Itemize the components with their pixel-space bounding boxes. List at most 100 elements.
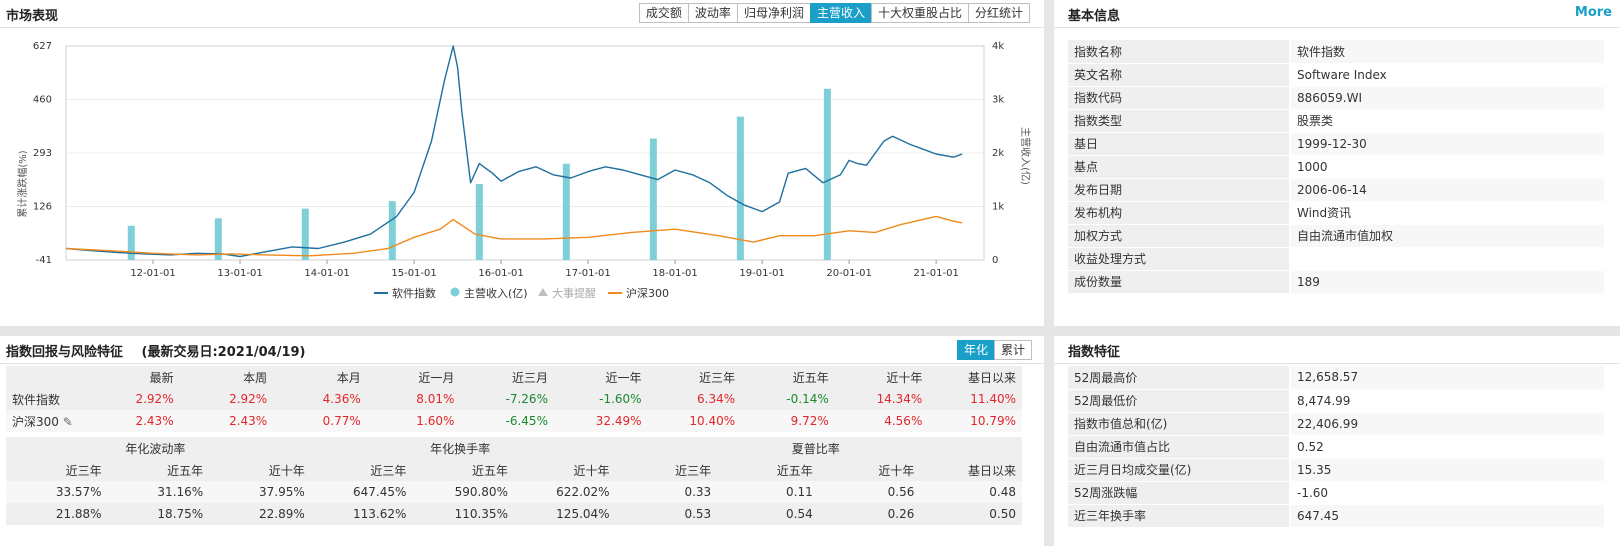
features-panel: 指数特征 52周最高价 12,658.57 52周最低价 8,474.99 指数市值总和…: [1054, 336, 1620, 546]
risk-subheader-row: 近三年 近五年 近十年 近三年 近五年 近十年 近三年 近五年 近十年 基日以来: [6, 459, 1022, 481]
returns-row-name: 软件指数: [6, 388, 86, 410]
y-left-tick-label: 293: [33, 148, 52, 159]
risk-value: 31.16%: [157, 485, 204, 499]
returns-table: 最新 本周 本月 近一月 近三月 近一年 近三年 近五年 近十年 基日以来 软件指数 2.92% 2.9…: [6, 366, 1022, 432]
edit-icon[interactable]: ✎: [58, 414, 73, 429]
chart-gridlines: [66, 45, 984, 261]
period-header: 近五年: [792, 370, 829, 385]
risk-period-header: 近五年: [167, 463, 204, 478]
tab-cumulative[interactable]: 累计: [993, 340, 1032, 360]
risk-value: 0.53: [684, 507, 712, 521]
hs300-line[interactable]: [65, 215, 963, 257]
info-value: [1290, 247, 1604, 271]
y-right-tick-label: 3k: [992, 95, 1004, 106]
return-value: -0.14%: [786, 392, 829, 406]
info-key: 近三月日均成交量(亿): [1068, 458, 1291, 482]
tab-net-profit[interactable]: 归母净利润: [736, 3, 811, 23]
info-key: 基点: [1068, 155, 1291, 179]
more-link[interactable]: More: [1574, 5, 1612, 20]
tab-volatility[interactable]: 波动率: [687, 3, 738, 23]
info-row: 收益处理方式: [1068, 247, 1604, 271]
triangle-icon: [538, 288, 548, 296]
legend-events[interactable]: 大事提醒: [538, 286, 596, 300]
revenue-bar[interactable]: [301, 208, 309, 260]
info-value: 1999-12-30: [1290, 132, 1604, 156]
risk-period-header: 近十年: [878, 463, 915, 478]
info-key: 自由流通市值占比: [1068, 435, 1291, 459]
return-value: 14.34%: [876, 392, 923, 406]
info-row: 自由流通市值占比 0.52: [1068, 435, 1604, 459]
x-tick-label: 18-01-01: [652, 268, 697, 279]
info-row: 指数代码 886059.WI: [1068, 86, 1604, 110]
y-left-tick-label: 126: [33, 202, 52, 213]
info-value: 股票类: [1290, 109, 1604, 133]
legend-revenue[interactable]: 主营收入(亿): [450, 286, 528, 300]
revenue-bar[interactable]: [562, 163, 570, 260]
info-value: Wind资讯: [1290, 201, 1604, 225]
features-title: 指数特征: [1068, 345, 1121, 360]
right-axis-labels: 4k 3k 2k 1k 0: [992, 41, 1004, 266]
info-row: 52周最高价 12,658.57: [1068, 366, 1604, 390]
info-key: 基日: [1068, 132, 1291, 156]
risk-value: 21.88%: [55, 507, 102, 521]
legend-software[interactable]: 软件指数: [374, 286, 436, 300]
info-value: 15.35: [1290, 458, 1604, 482]
tab-dividend-stats[interactable]: 分红统计: [967, 3, 1030, 23]
info-row: 成份数量 189: [1068, 270, 1604, 294]
returns-panel: 指数回报与风险特征 (最新交易日:2021/04/19) 年化 累计 最新 本周 本…: [0, 336, 1044, 546]
info-key: 发布机构: [1068, 201, 1291, 225]
software-index-line[interactable]: [65, 45, 963, 258]
info-row: 基点 1000: [1068, 155, 1604, 179]
risk-value: 22.89%: [259, 507, 305, 521]
risk-value: 0.33: [684, 485, 712, 499]
revenue-bar[interactable]: [649, 138, 657, 260]
title-divider: [0, 27, 1044, 28]
risk-value: 0.48: [989, 485, 1016, 499]
info-value: 1000: [1290, 155, 1604, 179]
revenue-bar[interactable]: [214, 218, 222, 260]
features-table: 52周最高价 12,658.57 52周最低价 8,474.99 指数市值总和(亿) 22…: [1068, 366, 1604, 528]
market-chart: 627 460 293 126 -41 4k 3k 2k 1k 0 12-01-01 13-01-…: [16, 41, 1032, 300]
risk-period-header: 近五年: [776, 463, 813, 478]
revenue-bar[interactable]: [736, 116, 744, 261]
info-key: 52周最高价: [1068, 366, 1291, 390]
info-row: 52周最低价 8,474.99: [1068, 389, 1604, 413]
risk-value: 110.35%: [454, 507, 508, 521]
x-tick-label: 16-01-01: [478, 268, 523, 279]
x-tick-label: 14-01-01: [304, 268, 349, 279]
index-name: 软件指数: [12, 392, 61, 407]
title-divider: [1054, 27, 1620, 28]
return-value: 2.43%: [135, 414, 174, 428]
revenue-bar[interactable]: [388, 201, 396, 260]
info-key: 近三年换手率: [1068, 504, 1291, 528]
return-value: 2.92%: [229, 392, 268, 406]
return-value: 0.77%: [322, 414, 361, 428]
returns-header-row: 最新 本周 本月 近一月 近三月 近一年 近三年 近五年 近十年 基日以来: [6, 366, 1022, 388]
tab-main-revenue[interactable]: 主营收入: [809, 3, 872, 23]
period-header: 基日以来: [967, 370, 1016, 385]
info-row: 指数类型 股票类: [1068, 109, 1604, 133]
revenue-bar[interactable]: [475, 184, 483, 260]
plot-frame: [65, 45, 985, 261]
tab-top10-weight[interactable]: 十大权重股占比: [870, 3, 969, 23]
tab-turnover-amount[interactable]: 成交额: [638, 3, 689, 23]
x-tick-label: 20-01-01: [826, 268, 871, 279]
basic-info-panel: 基本信息 More 指数名称 软件指数 英文名称 Software Index 指数代码…: [1054, 0, 1620, 326]
risk-value: 647.45%: [352, 485, 407, 499]
revenue-bar[interactable]: [127, 225, 135, 260]
risk-value: 622.02%: [556, 485, 610, 499]
info-key: 英文名称: [1068, 63, 1291, 87]
info-row: 英文名称 Software Index: [1068, 63, 1604, 87]
revenue-bar[interactable]: [823, 88, 831, 260]
chart-legend: 软件指数 主营收入(亿) 大事提醒 沪深300: [374, 286, 669, 300]
tab-annualized[interactable]: 年化: [956, 340, 995, 360]
risk-period-header: 近三年: [370, 463, 407, 478]
returns-row: 软件指数 2.92% 2.92% 4.36% 8.01% -7.26% -1.60% 6.34…: [6, 388, 1022, 410]
risk-value: 33.57%: [55, 485, 102, 499]
y-right-tick-label: 2k: [992, 148, 1004, 159]
right-axis-title: 主营收入(亿): [1019, 127, 1032, 185]
risk-value: 18.75%: [157, 507, 204, 521]
risk-value: 37.95%: [259, 485, 305, 499]
legend-hs300[interactable]: 沪深300: [608, 286, 669, 300]
legend-revenue-swatch: [450, 287, 460, 297]
